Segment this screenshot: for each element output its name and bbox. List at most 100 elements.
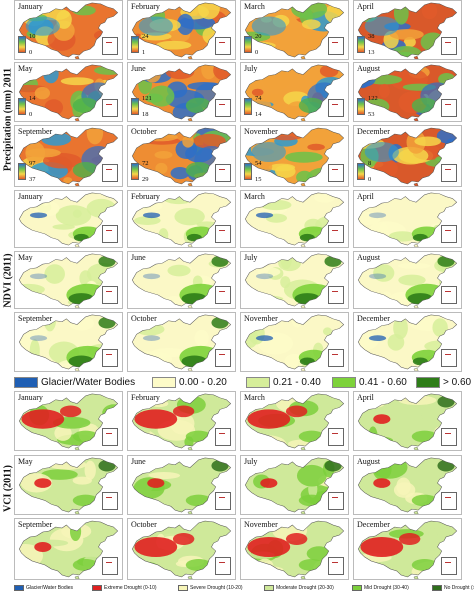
vci-map-panel-march: March	[240, 391, 349, 451]
legend-swatch	[14, 584, 24, 591]
month-label: March	[244, 192, 265, 201]
month-label: October	[131, 314, 157, 323]
precip-map-panel-july: July 74 14	[240, 62, 349, 122]
colorbar-max-value: 20	[255, 33, 262, 41]
vci-legend-item: No Drought (>40)	[432, 584, 474, 592]
south-china-sea-inset	[215, 164, 231, 182]
ndvi-map-panel-october: October	[127, 312, 236, 372]
section-label-vci: VCI (2011)	[2, 465, 14, 512]
vci-legend: Glacier/Water Bodies Extreme Drought (0-1…	[14, 584, 474, 592]
colorbar-min-value: 37	[29, 176, 36, 183]
precip-map-panel-june: June 121 18	[127, 62, 236, 122]
ndvi-legend-item: > 0.60	[416, 376, 471, 389]
china-map-svg	[131, 457, 232, 514]
precip-map-panel-november: November 54 15	[240, 125, 349, 187]
china-map-svg	[18, 457, 119, 514]
month-label: May	[18, 64, 33, 73]
south-china-sea-inset	[441, 225, 457, 243]
south-china-sea-inset	[215, 37, 231, 55]
south-china-sea-inset	[102, 349, 118, 367]
south-china-sea-inset	[328, 428, 344, 446]
legend-swatch	[432, 584, 442, 591]
vci-map-panel-december: December	[353, 518, 462, 580]
month-label: November	[244, 127, 278, 136]
ndvi-map-panel-april: April	[353, 190, 462, 248]
precipitation-colorbar	[131, 36, 139, 53]
south-china-sea-inset	[102, 164, 118, 182]
precipitation-colorbar	[18, 162, 26, 180]
legend-label: 0.00 - 0.20	[179, 377, 227, 388]
vci-map-panel-september: September	[14, 518, 123, 580]
precipitation-colorbar	[244, 98, 252, 115]
legend-swatch	[246, 376, 270, 388]
south-china-sea-inset	[328, 349, 344, 367]
ndvi-legend-item: 0.21 - 0.40	[246, 376, 321, 389]
month-label: September	[18, 127, 53, 136]
south-china-sea-inset	[102, 428, 118, 446]
month-label: July	[244, 457, 258, 466]
colorbar-min-value: 13	[368, 49, 375, 56]
colorbar-min-value: 18	[142, 111, 149, 118]
colorbar-max-value: 97	[29, 159, 36, 167]
precipitation-colorbar	[244, 162, 252, 180]
vci-map-panel-june: June	[127, 455, 236, 515]
colorbar-max-value: 10	[29, 33, 36, 41]
precipitation-colorbar	[357, 36, 365, 53]
precip-map-panel-december: December 8 0	[353, 125, 462, 187]
south-china-sea-inset	[328, 37, 344, 55]
precipitation-colorbar	[131, 98, 139, 115]
china-map-svg	[18, 64, 119, 121]
month-label: June	[131, 457, 146, 466]
precipitation-colorbar	[131, 162, 139, 180]
south-china-sea-inset	[328, 557, 344, 575]
month-label: May	[18, 457, 33, 466]
precip-map-panel-march: March 20 0	[240, 0, 349, 60]
south-china-sea-inset	[441, 99, 457, 117]
legend-swatch	[178, 584, 188, 591]
legend-swatch	[152, 376, 176, 388]
china-map-svg	[18, 192, 119, 247]
ndvi-legend-item: Glacier/Water Bodies	[14, 376, 135, 389]
south-china-sea-inset	[441, 492, 457, 510]
legend-label: Extreme Drought (0-10)	[104, 585, 157, 591]
china-map-svg	[357, 314, 458, 371]
precip-map-panel-september: September 97 37	[14, 125, 123, 187]
vci-map-panel-july: July	[240, 455, 349, 515]
south-china-sea-inset	[215, 492, 231, 510]
south-china-sea-inset	[215, 286, 231, 304]
colorbar-max-value: 72	[142, 159, 149, 167]
south-china-sea-inset	[328, 225, 344, 243]
south-china-sea-inset	[102, 37, 118, 55]
south-china-sea-inset	[328, 286, 344, 304]
legend-label: Mid Drought (30-40)	[364, 585, 409, 591]
colorbar-max-value: 24	[142, 33, 149, 41]
month-label: February	[131, 393, 160, 402]
south-china-sea-inset	[215, 557, 231, 575]
china-map-svg	[131, 127, 232, 186]
ndvi-map-panel-may: May	[14, 251, 123, 309]
month-label: June	[131, 64, 146, 73]
ndvi-map-panel-december: December	[353, 312, 462, 372]
legend-swatch	[14, 376, 38, 388]
precip-map-panel-april: April 38 13	[353, 0, 462, 60]
vci-map-panel-may: May	[14, 455, 123, 515]
colorbar-min-value: 14	[255, 111, 262, 118]
legend-label: 0.41 - 0.60	[359, 377, 407, 388]
south-china-sea-inset	[215, 428, 231, 446]
colorbar-max-value: 54	[255, 159, 262, 167]
china-map-svg	[244, 314, 345, 371]
china-map-svg	[131, 520, 232, 579]
ndvi-map-panel-june: June	[127, 251, 236, 309]
month-label: February	[131, 192, 160, 201]
colorbar-max-value: 121	[142, 95, 152, 103]
south-china-sea-inset	[441, 164, 457, 182]
vci-map-panel-april: April	[353, 391, 462, 451]
china-map-svg	[131, 2, 232, 59]
month-label: August	[357, 457, 381, 466]
precip-map-panel-may: May 14 0	[14, 62, 123, 122]
month-label: August	[357, 253, 381, 262]
south-china-sea-inset	[215, 99, 231, 117]
south-china-sea-inset	[102, 286, 118, 304]
colorbar-min-value: 0	[29, 49, 33, 56]
